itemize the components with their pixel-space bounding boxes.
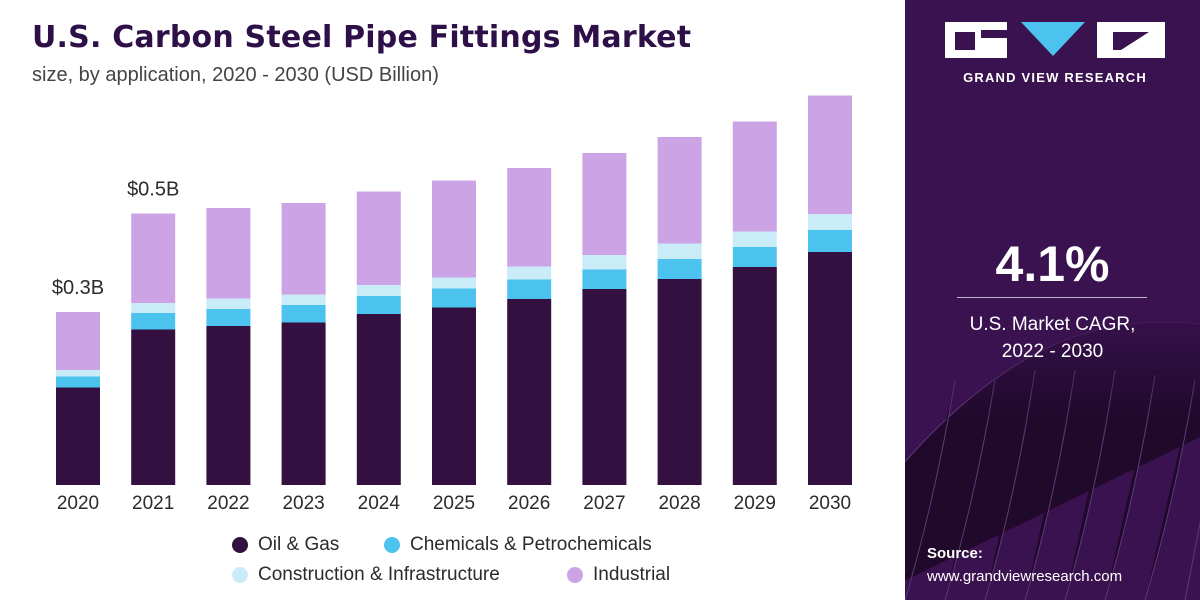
x-tick-label-2028: 2028: [658, 493, 700, 514]
bar-chart: 2020 2021 2022 2023 2024 2025 2026 2027 2028 2029…: [52, 95, 852, 514]
bar-industrial-2022: [206, 208, 251, 299]
bar-industrial-2020: [56, 312, 100, 370]
bar-oil-and-gas-2022: [206, 326, 251, 485]
bar-oil-and-gas-2025: [432, 307, 476, 485]
cagr-label-line2: 2022 - 2030: [1001, 341, 1104, 362]
x-tick-label-2027: 2027: [583, 493, 625, 514]
legend-item-oil-and-gas: Oil & Gas: [232, 534, 339, 556]
x-tick-label-2024: 2024: [358, 493, 401, 514]
cagr-label-line1: U.S. Market CAGR,: [969, 314, 1136, 335]
bar-industrial-2027: [582, 153, 627, 255]
chart-subtitle: size, by application, 2020 - 2030 (USD B…: [32, 64, 439, 86]
bar-industrial-2026: [507, 168, 552, 267]
legend-item-chemicals-and-petrochemicals: Chemicals & Petrochemicals: [384, 534, 652, 556]
bar-chemicals-and-petrochemicals-2028: [657, 259, 702, 279]
cagr-divider: [957, 297, 1147, 298]
bar-chemicals-and-petrochemicals-2022: [206, 309, 251, 326]
bar-construction-and-infrastructure-2029: [732, 231, 777, 247]
x-tick-label-2022: 2022: [207, 493, 249, 514]
bar-construction-and-infrastructure-2025: [432, 277, 476, 289]
bar-oil-and-gas-2020: [56, 387, 100, 485]
bar-oil-and-gas-2028: [657, 279, 702, 485]
bar-chemicals-and-petrochemicals-2025: [432, 288, 476, 308]
bar-construction-and-infrastructure-2023: [281, 294, 326, 305]
x-tick-label-2020: 2020: [57, 493, 99, 514]
legend-swatch: [232, 567, 248, 583]
bar-chemicals-and-petrochemicals-2020: [56, 376, 100, 388]
sidebar-panel: GRAND VIEW RESEARCH 4.1% U.S. Market CAG…: [905, 0, 1200, 600]
x-tick-label-2021: 2021: [132, 493, 174, 514]
legend-swatch: [384, 537, 400, 553]
legend-swatch: [232, 537, 248, 553]
bar-construction-and-infrastructure-2027: [582, 255, 627, 270]
bar-construction-and-infrastructure-2021: [131, 303, 176, 313]
bar-chemicals-and-petrochemicals-2026: [507, 279, 552, 299]
bar-chemicals-and-petrochemicals-2023: [281, 305, 326, 323]
bar-construction-and-infrastructure-2026: [507, 266, 552, 280]
brand-name: GRAND VIEW RESEARCH: [963, 70, 1147, 85]
x-tick-label-2025: 2025: [433, 493, 475, 514]
legend-item-construction-and-infrastructure: Construction & Infrastructure: [232, 564, 500, 586]
chart-legend: Oil & Gas Chemicals & Petrochemicals Const…: [0, 532, 905, 592]
x-tick-label-2023: 2023: [282, 493, 324, 514]
bar-chemicals-and-petrochemicals-2024: [356, 296, 401, 314]
chart-title: U.S. Carbon Steel Pipe Fittings Market: [32, 20, 692, 55]
bar-chemicals-and-petrochemicals-2029: [732, 247, 777, 267]
legend-label: Chemicals & Petrochemicals: [410, 534, 652, 555]
data-label-2020: $0.3B: [52, 277, 104, 299]
cagr-label: U.S. Market CAGR, 2022 - 2030: [905, 311, 1200, 365]
bar-construction-and-infrastructure-2022: [206, 298, 251, 309]
bar-oil-and-gas-2021: [131, 329, 176, 485]
bar-industrial-2028: [657, 137, 702, 244]
legend-item-industrial: Industrial: [567, 564, 670, 586]
bar-industrial-2024: [356, 191, 401, 285]
legend-label: Industrial: [593, 564, 671, 585]
cagr-value: 4.1%: [995, 236, 1110, 292]
legend-swatch: [567, 567, 583, 583]
x-tick-label-2030: 2030: [809, 493, 851, 514]
bar-chemicals-and-petrochemicals-2030: [808, 230, 852, 252]
bar-industrial-2029: [732, 121, 777, 232]
bar-oil-and-gas-2026: [507, 299, 552, 485]
bar-construction-and-infrastructure-2028: [657, 243, 702, 259]
x-tick-label-2029: 2029: [734, 493, 776, 514]
bar-oil-and-gas-2024: [356, 314, 401, 485]
bar-oil-and-gas-2029: [732, 267, 777, 485]
bar-oil-and-gas-2030: [808, 252, 852, 485]
data-label-2021: $0.5B: [127, 179, 179, 201]
bar-construction-and-infrastructure-2030: [808, 214, 852, 230]
legend-label: Oil & Gas: [258, 534, 340, 555]
bar-construction-and-infrastructure-2024: [356, 285, 401, 296]
bar-chemicals-and-petrochemicals-2027: [582, 269, 627, 289]
bar-industrial-2025: [432, 180, 476, 278]
source-url[interactable]: www.grandviewresearch.com: [927, 568, 1123, 585]
bar-industrial-2023: [281, 203, 326, 295]
x-tick-label-2026: 2026: [508, 493, 550, 514]
legend-label: Construction & Infrastructure: [258, 564, 500, 585]
chart-area: U.S. Carbon Steel Pipe Fittings Market s…: [0, 20, 905, 592]
bar-oil-and-gas-2027: [582, 289, 627, 485]
decorative-grid-background: [905, 300, 1200, 600]
bar-industrial-2030: [808, 95, 852, 214]
bar-oil-and-gas-2023: [281, 322, 326, 485]
bar-chemicals-and-petrochemicals-2021: [131, 313, 176, 330]
grand-view-research-logo: [945, 22, 1165, 58]
source-label: Source:: [927, 545, 983, 562]
bar-industrial-2021: [131, 213, 176, 303]
bar-construction-and-infrastructure-2020: [56, 370, 100, 377]
